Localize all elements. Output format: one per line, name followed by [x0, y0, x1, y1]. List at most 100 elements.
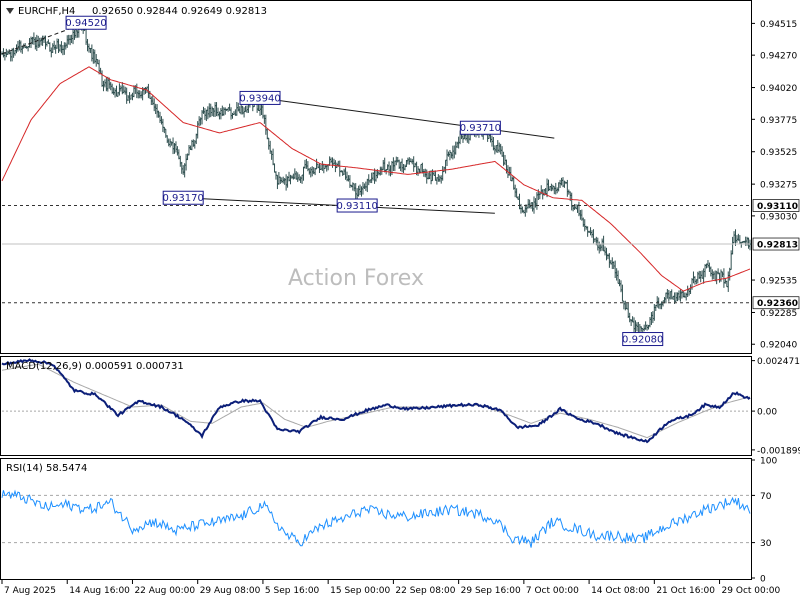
- price-bar: [289, 174, 292, 185]
- x-tick-label: 29 Aug 08:00: [200, 586, 261, 596]
- price-bar: [538, 192, 542, 200]
- price-bar: [566, 179, 569, 197]
- x-tick-label: 15 Sep 00:00: [330, 586, 390, 596]
- price-bar: [590, 230, 594, 238]
- price-bar: [205, 109, 208, 122]
- price-bar: [392, 157, 395, 172]
- price-bar: [164, 128, 168, 138]
- price-bar: [222, 107, 225, 116]
- price-bar: [732, 231, 736, 244]
- price-bar: [182, 165, 185, 175]
- ohlc-readout: 0.92650 0.92844 0.92649 0.92813: [92, 6, 267, 17]
- price-bar: [518, 193, 521, 210]
- price-bar: [434, 170, 437, 181]
- price-bar: [238, 106, 241, 114]
- price-bar: [403, 164, 407, 171]
- price-bar: [605, 247, 608, 261]
- price-bar: [263, 114, 266, 124]
- price-annotation: 0.94520: [65, 15, 107, 30]
- price-bar: [500, 146, 504, 157]
- rsi-line: [1, 489, 751, 548]
- price-bar: [347, 175, 350, 182]
- price-bar: [197, 116, 201, 127]
- price-bar: [602, 235, 605, 252]
- y-tick-label: 0.94020: [760, 84, 797, 94]
- price-bar: [176, 146, 179, 156]
- price-bar: [618, 279, 621, 287]
- rsi-y-tick-label: 100: [760, 457, 777, 467]
- price-bar: [686, 285, 689, 297]
- price-bar: [653, 304, 656, 321]
- rsi-y-tick-label: 0: [760, 575, 766, 585]
- price-bar: [209, 103, 212, 118]
- price-bar: [419, 163, 423, 173]
- price-bar: [128, 92, 131, 104]
- price-bar: [429, 170, 433, 185]
- price-bar: [664, 292, 668, 304]
- price-bar: [648, 316, 652, 328]
- y-tick-label: 0.92285: [760, 309, 797, 319]
- price-bar: [560, 177, 563, 186]
- price-bar: [276, 174, 279, 190]
- price-bar: [582, 217, 585, 227]
- x-tick-label: 5 Sep 16:00: [265, 586, 320, 596]
- price-bar: [718, 272, 721, 283]
- price-bar: [219, 108, 223, 120]
- price-bar: [213, 102, 217, 117]
- price-annotation-label: 0.94520: [65, 18, 106, 29]
- price-bars: [0, 17, 752, 337]
- price-bar: [208, 103, 211, 118]
- price-annotation: 0.92080: [622, 332, 663, 347]
- price-bar: [496, 140, 499, 153]
- price-bar: [203, 108, 207, 120]
- price-bar: [138, 90, 141, 99]
- price-annotation: 0.93110: [336, 198, 378, 213]
- price-bar: [650, 312, 653, 325]
- price-bar: [119, 85, 123, 92]
- price-bar: [309, 167, 312, 178]
- price-bar: [621, 284, 624, 302]
- rsi-y-tick-label: 70: [760, 492, 772, 502]
- price-bar: [90, 44, 94, 62]
- price-bar: [113, 88, 117, 98]
- x-tick-label: 21 Oct 16:00: [656, 586, 715, 596]
- price-bar: [242, 107, 246, 118]
- price-bar: [441, 166, 444, 181]
- price-bar: [235, 101, 239, 116]
- price-bar: [387, 161, 391, 176]
- panel-frames: [0, 0, 752, 580]
- macd-line: [1, 358, 751, 444]
- price-bar: [627, 303, 630, 319]
- price-bar: [332, 158, 336, 165]
- price-bar: [174, 141, 178, 153]
- rsi-panel: [1, 489, 751, 548]
- price-bar: [612, 261, 615, 270]
- price-bar: [634, 320, 637, 333]
- price-bar: [270, 150, 273, 160]
- price-bar: [329, 157, 333, 164]
- price-bar: [703, 264, 707, 278]
- price-bar: [438, 175, 441, 182]
- price-bar: [502, 151, 505, 166]
- price-bar: [305, 158, 308, 169]
- price-bar: [318, 163, 321, 174]
- price-bar: [358, 184, 362, 195]
- price-bar: [693, 276, 697, 285]
- price-bar: [400, 158, 404, 173]
- price-bar: [54, 44, 57, 54]
- price-bar: [464, 134, 468, 141]
- price-bar: [685, 292, 688, 301]
- price-bar: [122, 85, 125, 94]
- price-bar: [445, 149, 449, 166]
- price-bar: [706, 260, 710, 268]
- price-bar: [73, 29, 76, 40]
- price-annotation-label: 0.93170: [163, 193, 204, 204]
- price-bar: [51, 43, 54, 53]
- price-bar: [153, 98, 156, 112]
- price-bar: [454, 141, 457, 155]
- macd-panel: [1, 358, 751, 444]
- price-bar: [224, 107, 227, 115]
- price-bar: [640, 326, 643, 332]
- price-bar: [58, 44, 62, 52]
